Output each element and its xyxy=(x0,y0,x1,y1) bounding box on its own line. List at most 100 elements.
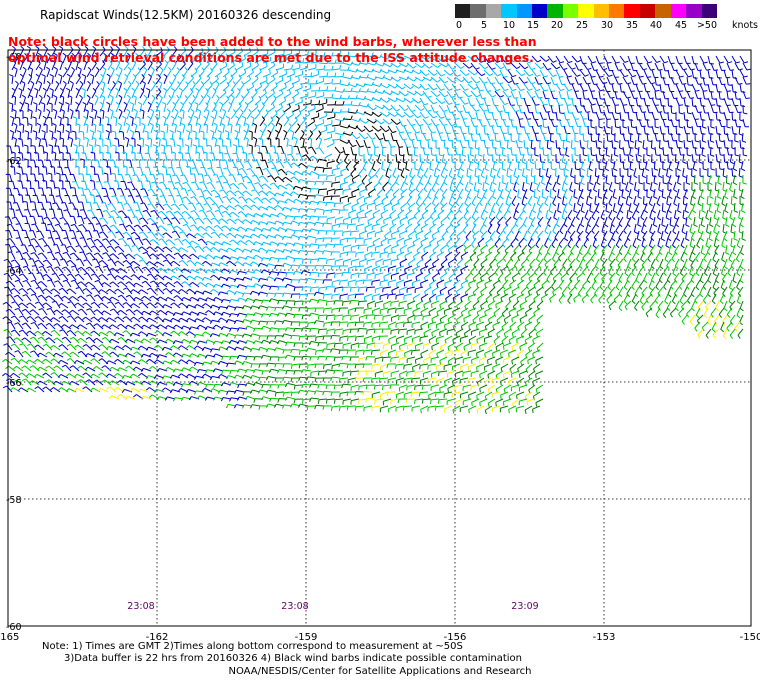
wind-barb xyxy=(86,201,93,211)
latitude-label: -64 xyxy=(6,266,22,277)
wind-barb xyxy=(2,358,13,365)
wind-barb xyxy=(211,102,217,113)
wind-barb xyxy=(330,237,341,243)
wind-barb xyxy=(670,104,676,115)
wind-barb xyxy=(363,237,373,244)
wind-barb xyxy=(187,46,194,57)
wind-barb xyxy=(365,314,376,320)
wind-barb xyxy=(551,237,557,249)
wind-barb xyxy=(546,244,552,256)
wind-barb xyxy=(667,97,673,108)
wind-barb xyxy=(559,223,565,235)
wind-barb xyxy=(331,307,341,314)
wind-barb xyxy=(685,174,691,185)
wind-barb xyxy=(218,151,224,162)
wind-barb xyxy=(563,83,573,92)
wind-barb xyxy=(309,215,320,220)
wind-barb xyxy=(513,181,518,193)
wind-barb xyxy=(42,259,53,267)
wind-barb xyxy=(483,83,492,92)
wind-barb xyxy=(266,137,272,148)
wind-barb xyxy=(69,230,77,239)
wind-barb xyxy=(683,97,690,107)
wind-barb xyxy=(330,251,341,256)
wind-barb xyxy=(269,327,280,332)
wind-barb xyxy=(215,158,221,169)
wind-barb xyxy=(223,167,232,176)
wind-barb xyxy=(107,301,117,309)
wind-barb xyxy=(9,208,16,218)
wind-barb xyxy=(331,64,341,71)
wind-barb xyxy=(26,302,37,309)
wind-barb xyxy=(682,167,687,179)
wind-barb xyxy=(90,165,96,176)
wind-barb xyxy=(356,209,365,218)
wind-barb xyxy=(165,173,173,183)
wind-barb xyxy=(482,216,488,228)
wind-barb xyxy=(28,244,37,253)
wind-barb xyxy=(228,160,237,169)
wind-barb xyxy=(739,216,744,228)
wind-barb xyxy=(142,251,152,260)
wind-barb xyxy=(654,104,663,113)
wind-barb xyxy=(100,109,105,120)
wind-barb xyxy=(147,59,153,71)
wind-barb xyxy=(260,269,272,274)
wind-barb xyxy=(521,153,526,165)
wind-barb xyxy=(49,73,54,85)
wind-barb xyxy=(11,59,17,71)
wind-barb xyxy=(119,223,128,232)
wind-barb xyxy=(467,188,472,200)
wind-barb xyxy=(355,279,365,286)
wind-barb xyxy=(122,231,133,239)
wind-barb xyxy=(541,188,547,199)
wind-barb xyxy=(618,230,624,242)
wind-barb xyxy=(582,76,591,85)
wind-barb xyxy=(446,62,456,70)
wind-barb xyxy=(615,279,621,291)
wind-barb xyxy=(174,108,179,120)
wind-barb xyxy=(307,117,316,127)
wind-barb xyxy=(126,237,136,246)
wind-barb xyxy=(718,307,725,318)
wind-barb xyxy=(725,244,730,256)
wind-barb xyxy=(195,87,200,99)
wind-barb xyxy=(447,314,456,323)
wind-barb xyxy=(431,314,440,323)
wind-barb xyxy=(616,209,621,221)
wind-barb xyxy=(28,109,33,120)
wind-barb xyxy=(276,184,288,190)
wind-barb xyxy=(630,76,638,85)
wind-barb xyxy=(322,405,333,410)
wind-barb xyxy=(222,196,232,204)
wind-barb xyxy=(668,188,673,200)
wind-barb xyxy=(123,202,133,211)
wind-barb xyxy=(354,307,365,313)
wind-barb xyxy=(691,97,697,108)
wind-barb xyxy=(10,315,21,323)
wind-barb xyxy=(592,237,597,249)
wind-barb xyxy=(127,181,136,190)
wind-barb xyxy=(579,69,589,77)
wind-barb xyxy=(503,209,509,221)
wind-barb xyxy=(163,73,168,85)
wind-barb xyxy=(140,109,145,120)
wind-barb xyxy=(540,293,549,303)
wind-barb xyxy=(109,188,117,197)
wind-barb xyxy=(617,195,622,207)
wind-barb xyxy=(508,349,517,358)
wind-barb xyxy=(702,160,708,171)
wind-barb xyxy=(294,58,305,64)
wind-barb xyxy=(230,94,235,106)
wind-barb xyxy=(323,93,334,99)
wind-barb xyxy=(645,307,653,318)
wind-barb xyxy=(117,80,123,92)
wind-barb xyxy=(479,342,488,351)
wind-barb xyxy=(371,68,383,74)
wind-barb xyxy=(412,363,421,371)
wind-barb xyxy=(225,247,237,253)
wind-barb xyxy=(434,391,445,397)
wind-barb xyxy=(686,279,693,290)
wind-barb xyxy=(476,307,485,317)
wind-barb xyxy=(626,272,632,284)
